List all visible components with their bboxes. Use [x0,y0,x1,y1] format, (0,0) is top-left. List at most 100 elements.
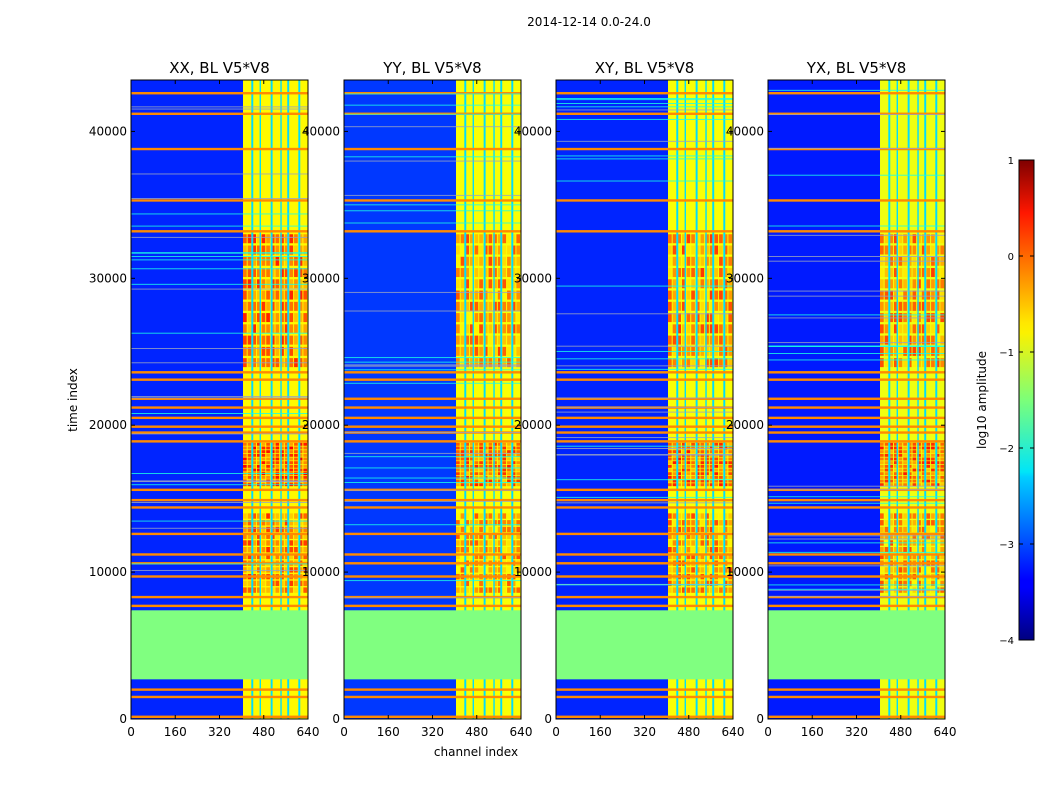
warm-cell [284,547,289,553]
warm-cell [243,335,247,345]
warm-cell [289,301,294,311]
warm-cell [252,533,256,539]
warm-cell [243,446,247,450]
warm-cell [298,457,303,461]
warm-cell [294,520,298,526]
warm-cell [256,461,261,465]
warm-cell [270,526,275,533]
x-tick-label: 480 [252,725,275,739]
warm-cell [270,290,275,300]
warm-cell [280,457,284,461]
thin-flag-row [131,288,308,290]
warm-cell [261,526,266,533]
warm-cell [280,453,284,457]
warm-cell [243,245,247,255]
warm-cell [275,580,280,587]
warm-cell [294,468,298,472]
warm-cell [252,453,256,457]
warm-cell [289,567,294,573]
warm-cell [284,475,289,479]
warm-cell [275,268,280,278]
warm-cell [298,335,303,345]
warm-cell [298,450,303,454]
warm-cell [266,457,270,461]
warm-cell [252,450,256,454]
warm-cell [252,520,256,526]
warm-cell [256,453,261,457]
warm-cell [270,580,275,587]
warm-cell [266,279,270,289]
warm-cell [270,520,275,526]
warm-cell [270,313,275,323]
heatmap-image [344,80,521,719]
warm-cell [275,567,280,573]
warm-cell [261,442,266,446]
warm-cell [243,567,247,573]
warm-cell [284,450,289,454]
warm-cell [294,245,298,255]
warm-cell [243,468,247,472]
warm-cell [247,526,252,533]
warm-cell [284,446,289,450]
thin-flag-row [131,569,308,571]
warm-cell [243,279,247,289]
warm-cell [294,453,298,457]
warm-cell [256,234,261,244]
warm-cell [270,446,275,450]
warm-cell [243,464,247,468]
warm-cell [303,301,308,311]
warm-cell [303,547,308,553]
warm-cell [289,464,294,468]
warm-cell [294,464,298,468]
panel-title: XX, BL V5*V8 [169,59,270,77]
warm-cell [270,533,275,539]
warm-cell [280,553,284,560]
warm-cell [270,468,275,472]
warm-cell [298,468,303,472]
thin-flag-row [131,520,308,522]
flag-row [131,595,308,599]
warm-cell [266,533,270,539]
warm-cell [243,520,247,526]
warm-cell [247,256,252,266]
thin-flag-row [131,108,308,110]
flag-row [131,562,308,565]
warm-cell [247,553,252,560]
warm-cell [280,464,284,468]
warm-cell [303,540,308,546]
warm-cell [303,268,308,278]
warm-cell [247,461,252,465]
warm-cell [280,587,284,593]
warm-cell [275,553,280,560]
warm-cell [289,461,294,465]
warm-cell [284,587,289,593]
warm-cell [256,245,261,255]
warm-cell [303,580,308,587]
warm-cell [298,290,303,300]
warm-cell [294,268,298,278]
warm-cell [280,520,284,526]
warm-cell [256,279,261,289]
warm-cell [284,580,289,587]
warm-cell [294,580,298,587]
warm-cell [270,553,275,560]
flag-row [131,230,308,233]
warm-cell [280,256,284,266]
warm-cell [289,279,294,289]
warm-cell [294,446,298,450]
warm-cell [303,446,308,450]
warm-cell [256,567,261,573]
warm-cell [294,540,298,546]
flag-row [131,431,308,434]
warm-cell [243,301,247,311]
warm-cell [298,587,303,593]
warm-cell [247,513,252,519]
warm-cell [303,461,308,465]
warm-cell [247,301,252,311]
warm-cell [266,468,270,472]
warm-cell [243,547,247,553]
warm-cell [294,457,298,461]
warm-cell [298,446,303,450]
warm-cell [303,346,308,356]
warm-cell [280,547,284,553]
